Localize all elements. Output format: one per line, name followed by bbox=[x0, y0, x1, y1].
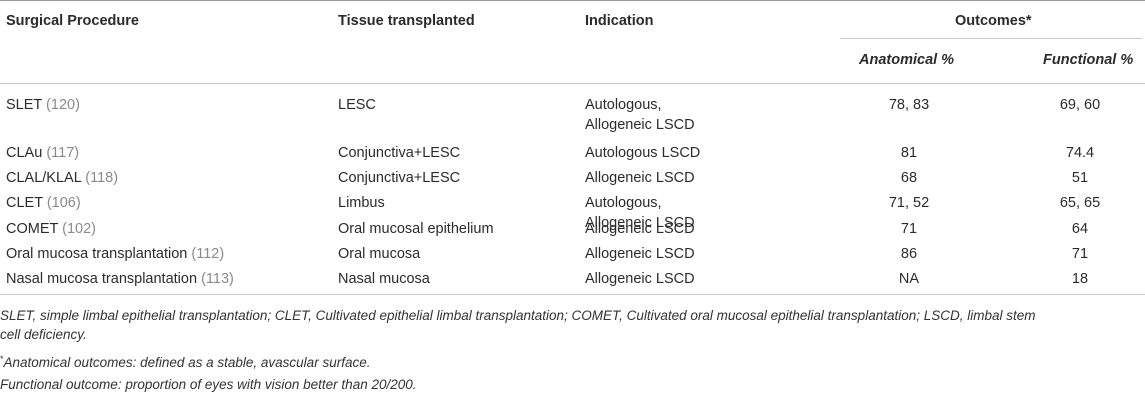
table-row: CLAL/KLAL (118) bbox=[6, 168, 118, 188]
procedure-name: SLET bbox=[6, 97, 43, 113]
header-tissue-transplanted: Tissue transplanted bbox=[338, 13, 475, 29]
table-row: Oral mucosa transplantation (112) bbox=[6, 244, 224, 264]
indication-cell-line1: Allogeneic LSCD bbox=[585, 170, 695, 186]
footnote-star: * bbox=[0, 354, 4, 364]
indication-cell-line1: Autologous LSCD bbox=[585, 145, 701, 161]
functional-cell: 74.4 bbox=[1065, 145, 1095, 161]
tissue-cell: Oral mucosa bbox=[338, 246, 421, 262]
table-bottom-rule bbox=[0, 294, 1145, 295]
procedure-name: COMET bbox=[6, 221, 59, 237]
procedure-name: Nasal mucosa transplantation bbox=[6, 271, 198, 287]
table-row: CLET (106) bbox=[6, 193, 81, 213]
reference-link[interactable]: (117) bbox=[46, 145, 80, 161]
header-indication: Indication bbox=[585, 13, 654, 29]
header-bottom-rule bbox=[0, 83, 1145, 84]
indication-cell-line1: Autologous, bbox=[585, 97, 662, 113]
tissue-cell: LESC bbox=[338, 97, 376, 113]
anatomical-cell: 78, 83 bbox=[888, 97, 930, 113]
tissue-cell: Oral mucosal epithelium bbox=[338, 221, 494, 237]
header-anatomical: Anatomical % bbox=[859, 52, 955, 68]
table-row: COMET (102) bbox=[6, 219, 96, 239]
reference-link[interactable]: (113) bbox=[201, 271, 234, 287]
abbreviation-footnote-line2: cell deficiency. bbox=[0, 327, 87, 342]
indication-cell-line1: Allogeneic LSCD bbox=[585, 271, 695, 287]
anatomical-cell: 68 bbox=[900, 170, 918, 186]
table-row: SLET (120) bbox=[6, 95, 80, 115]
header-outcomes: Outcomes* bbox=[955, 13, 1032, 29]
functional-cell: 65, 65 bbox=[1059, 195, 1101, 211]
reference-link[interactable]: (118) bbox=[85, 170, 119, 186]
functional-cell: 64 bbox=[1071, 221, 1089, 237]
anatomical-cell: 71 bbox=[900, 221, 918, 237]
procedure-name: CLAu bbox=[6, 145, 43, 161]
anatomical-cell: NA bbox=[898, 271, 920, 287]
reference-link[interactable]: (120) bbox=[46, 97, 80, 113]
outcomes-subheader-rule bbox=[840, 38, 1142, 39]
indication-cell-line2: Allogeneic LSCD bbox=[585, 215, 695, 231]
indication-cell-line2: Allogeneic LSCD bbox=[585, 117, 695, 133]
reference-link[interactable]: (112) bbox=[191, 246, 225, 262]
indication-cell-line1: Autologous, bbox=[585, 195, 662, 211]
functional-cell: 71 bbox=[1071, 246, 1089, 262]
table-row: CLAu (117) bbox=[6, 143, 79, 163]
reference-link[interactable]: (106) bbox=[46, 195, 81, 211]
abbreviation-footnote-line1: SLET, simple limbal epithelial transplan… bbox=[0, 308, 1036, 323]
procedure-name: CLET bbox=[6, 195, 43, 211]
reference-link[interactable]: (102) bbox=[62, 221, 96, 237]
header-surgical-procedure: Surgical Procedure bbox=[6, 13, 139, 29]
functional-footnote: Functional outcome: proportion of eyes w… bbox=[0, 377, 417, 392]
anatomical-cell: 71, 52 bbox=[888, 195, 930, 211]
functional-cell: 69, 60 bbox=[1059, 97, 1101, 113]
anatomical-cell: 86 bbox=[900, 246, 918, 262]
tissue-cell: Conjunctiva+LESC bbox=[338, 170, 461, 186]
anatomical-cell: 81 bbox=[900, 145, 918, 161]
functional-cell: 18 bbox=[1071, 271, 1089, 287]
tissue-cell: Limbus bbox=[338, 195, 385, 211]
indication-cell-line1: Allogeneic LSCD bbox=[585, 246, 695, 262]
anatomical-footnote: *Anatomical outcomes: defined as a stabl… bbox=[0, 350, 1145, 372]
tissue-cell: Conjunctiva+LESC bbox=[338, 145, 461, 161]
functional-cell: 51 bbox=[1071, 170, 1089, 186]
table-top-rule bbox=[0, 0, 1145, 1]
procedure-name: CLAL/KLAL bbox=[6, 170, 82, 186]
table-row: Nasal mucosa transplantation (113) bbox=[6, 269, 234, 289]
indication-cell-line1: Allogeneic LSCD bbox=[585, 221, 695, 237]
procedure-name: Oral mucosa transplantation bbox=[6, 246, 188, 262]
anatomical-footnote-text: Anatomical outcomes: defined as a stable… bbox=[3, 355, 371, 370]
header-functional: Functional % bbox=[1043, 52, 1134, 68]
tissue-cell: Nasal mucosa bbox=[338, 271, 430, 287]
